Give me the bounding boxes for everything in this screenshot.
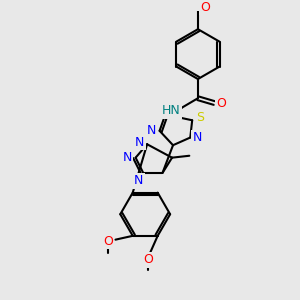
Text: N: N — [122, 151, 132, 164]
Text: O: O — [143, 253, 153, 266]
Text: O: O — [103, 235, 113, 248]
Text: N: N — [134, 174, 143, 187]
Text: O: O — [216, 97, 226, 110]
Text: HN: HN — [162, 104, 181, 117]
Text: N: N — [147, 124, 157, 137]
Text: N: N — [192, 131, 202, 144]
Text: S: S — [196, 111, 204, 124]
Text: N: N — [135, 136, 144, 149]
Text: O: O — [201, 1, 211, 13]
